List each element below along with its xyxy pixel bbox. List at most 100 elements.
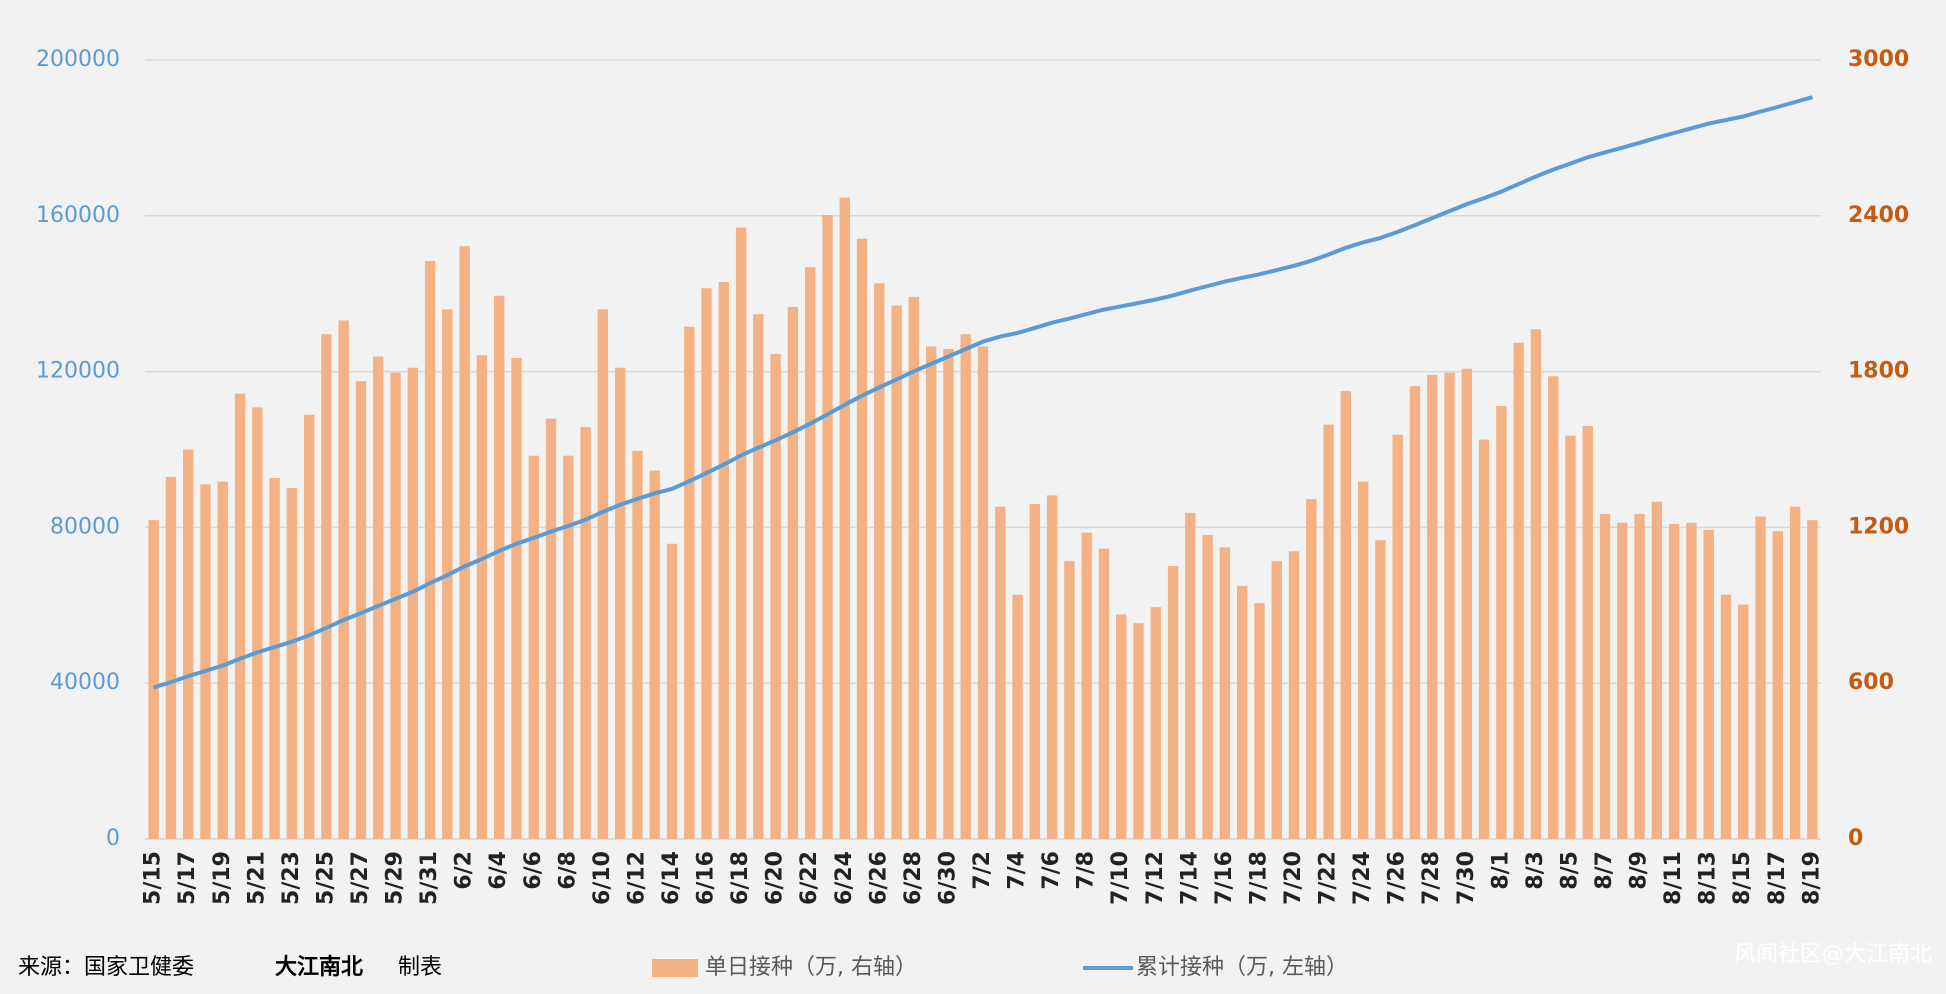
bar	[960, 334, 971, 839]
y-tick-label: 0	[106, 826, 120, 851]
x-tick-label: 7/18	[1246, 851, 1271, 905]
bar	[1288, 551, 1300, 839]
bar	[1081, 532, 1092, 839]
x-tick-label: 5/17	[175, 851, 200, 905]
bar	[1323, 424, 1334, 839]
watermark: 风闻社区@大江南北	[1734, 942, 1932, 967]
x-tick-label: 7/12	[1143, 851, 1168, 905]
y2-tick-label: 3000	[1848, 47, 1909, 72]
x-tick-label: 6/2	[452, 851, 477, 890]
bar	[1392, 434, 1403, 839]
bar	[1202, 535, 1213, 839]
bar	[1478, 439, 1490, 839]
bar	[822, 215, 833, 839]
bar	[925, 346, 937, 839]
x-tick-label: 6/30	[935, 851, 960, 905]
bar	[1271, 561, 1282, 839]
x-tick-label: 7/30	[1454, 851, 1479, 905]
bar	[1617, 522, 1628, 839]
x-tick-label: 5/31	[417, 851, 442, 905]
x-tick-label: 8/17	[1765, 851, 1790, 905]
x-tick-label: 7/10	[1108, 851, 1133, 905]
x-tick-label: 6/4	[486, 851, 511, 890]
bar	[390, 372, 401, 839]
bar	[718, 282, 730, 839]
y2-tick-label: 1200	[1848, 514, 1909, 539]
bar	[1461, 368, 1472, 839]
x-tick-label: 8/13	[1696, 851, 1721, 905]
bar	[165, 476, 177, 839]
bar	[1133, 623, 1144, 839]
x-tick-label: 6/16	[694, 851, 719, 905]
bar	[1012, 594, 1023, 839]
bar	[1789, 506, 1801, 839]
bar	[1375, 540, 1386, 839]
bar	[373, 356, 384, 839]
x-tick-label: 6/20	[763, 851, 788, 905]
bar	[770, 353, 781, 839]
x-tick-label: 6/14	[659, 851, 684, 905]
bar	[545, 418, 557, 839]
bar	[597, 309, 609, 839]
bar	[1340, 391, 1352, 839]
bar	[632, 450, 643, 839]
x-tick-label: 7/22	[1316, 851, 1341, 905]
bar	[1513, 342, 1524, 839]
bar	[321, 334, 332, 839]
bar	[1738, 604, 1749, 839]
bar	[338, 320, 349, 839]
bar	[1444, 372, 1455, 839]
x-tick-label: 7/16	[1212, 851, 1237, 905]
x-tick-label: 7/20	[1281, 851, 1306, 905]
bar	[1236, 585, 1248, 839]
y-tick-label: 160000	[36, 203, 120, 228]
source-suffix: 制表	[398, 955, 442, 980]
bar	[234, 393, 246, 839]
bar	[874, 283, 885, 839]
bar	[580, 427, 591, 839]
bar	[995, 506, 1006, 839]
y2-tick-label: 0	[1848, 826, 1863, 851]
bar	[787, 306, 799, 839]
bar	[1755, 516, 1766, 839]
bar	[1496, 406, 1507, 839]
bar	[1357, 481, 1369, 839]
bar	[476, 355, 488, 839]
bar	[1167, 566, 1179, 839]
x-tick-label: 7/14	[1177, 851, 1202, 905]
bar	[1720, 594, 1732, 839]
y2-tick-label: 2400	[1848, 203, 1909, 228]
bar	[1548, 376, 1559, 839]
bar	[1254, 603, 1265, 839]
bar	[424, 260, 436, 839]
bar	[614, 367, 626, 839]
bar	[1098, 548, 1110, 839]
x-tick-label: 7/2	[970, 851, 995, 890]
bar	[217, 481, 228, 839]
x-tick-label: 8/11	[1661, 851, 1686, 905]
bar	[666, 543, 678, 839]
source-label: 来源：国家卫健委	[18, 955, 194, 980]
x-tick-label: 6/12	[624, 851, 649, 905]
bar	[1582, 425, 1593, 839]
x-tick-label: 6/24	[832, 851, 857, 905]
bar	[805, 267, 816, 839]
x-tick-label: 8/1	[1488, 851, 1513, 890]
legend-label: 累计接种（万, 左轴）	[1136, 955, 1348, 980]
bar	[407, 367, 418, 839]
legend-swatch	[652, 959, 698, 977]
x-tick-label: 6/28	[901, 851, 926, 905]
x-tick-label: 7/4	[1005, 851, 1030, 890]
bar	[735, 227, 747, 840]
bar	[891, 305, 902, 839]
x-tick-label: 5/15	[141, 851, 166, 905]
x-tick-label: 5/25	[313, 851, 338, 905]
bar	[1306, 499, 1317, 839]
x-tick-label: 6/18	[728, 851, 753, 905]
bar	[977, 346, 989, 839]
bar	[355, 381, 367, 839]
x-tick-label: 6/8	[555, 851, 580, 890]
x-tick-label: 8/15	[1730, 851, 1755, 905]
bar	[908, 296, 920, 839]
bar	[286, 487, 298, 839]
